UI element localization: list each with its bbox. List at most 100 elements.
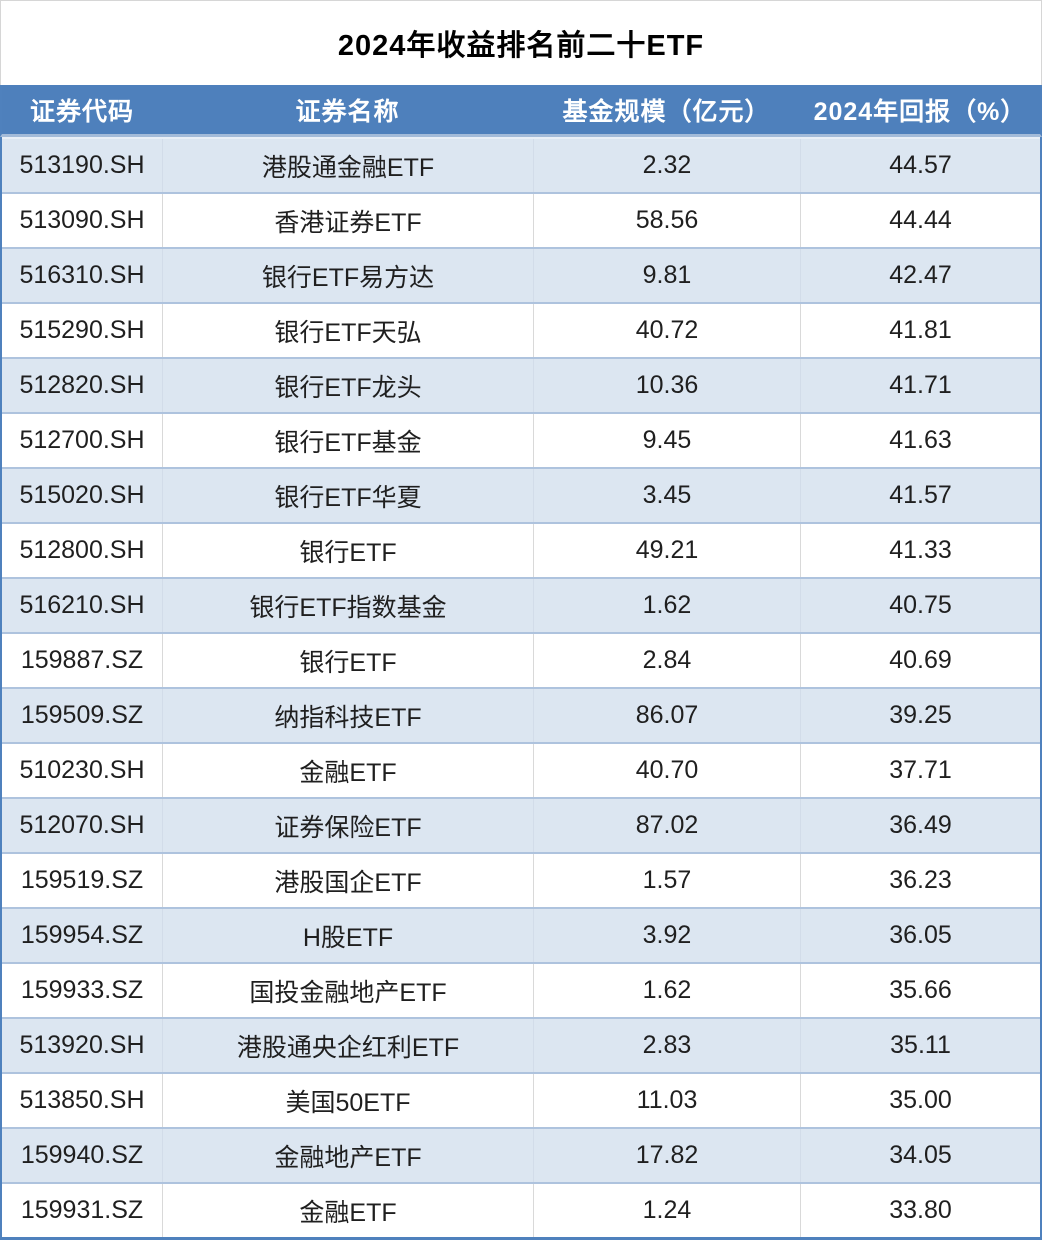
table-row: 512800.SH 银行ETF 49.21 41.33	[2, 522, 1040, 577]
cell-security-name: 银行ETF易方达	[162, 249, 533, 302]
cell-security-name: 银行ETF	[162, 634, 533, 687]
table-row: 513090.SH 香港证券ETF 58.56 44.44	[2, 192, 1040, 247]
cell-fund-size: 10.36	[533, 359, 800, 412]
cell-fund-size: 1.62	[533, 964, 800, 1017]
cell-2024-return: 44.57	[800, 139, 1040, 192]
cell-security-name: 港股通央企红利ETF	[162, 1019, 533, 1072]
cell-fund-size: 3.45	[533, 469, 800, 522]
cell-fund-size: 17.82	[533, 1129, 800, 1182]
cell-security-name: 金融ETF	[162, 744, 533, 797]
table-row: 159931.SZ 金融ETF 1.24 33.80	[2, 1182, 1040, 1237]
cell-security-name: 证券保险ETF	[162, 799, 533, 852]
cell-security-name: 港股通金融ETF	[162, 139, 533, 192]
cell-2024-return: 40.69	[800, 634, 1040, 687]
cell-security-code: 512070.SH	[19, 811, 145, 839]
cell-security-name: 金融ETF	[162, 1184, 533, 1237]
table-header-row: 证券代码 证券名称 基金规模（亿元） 2024年回报（%）	[0, 85, 1042, 137]
table-row: 515290.SH 银行ETF天弘 40.72 41.81	[2, 302, 1040, 357]
column-header-fund-size: 基金规模（亿元）	[562, 97, 771, 126]
cell-2024-return: 40.75	[800, 579, 1040, 632]
cell-fund-size: 9.81	[533, 249, 800, 302]
cell-fund-size: 49.21	[533, 524, 800, 577]
cell-security-code: 159887.SZ	[20, 646, 144, 674]
cell-2024-return: 36.23	[800, 854, 1040, 907]
column-header-security-code: 证券代码	[29, 97, 134, 126]
cell-fund-size: 1.62	[533, 579, 800, 632]
cell-security-code: 516310.SH	[19, 261, 145, 289]
cell-security-name: 银行ETF	[162, 524, 533, 577]
cell-security-code: 159933.SZ	[20, 976, 144, 1004]
cell-2024-return: 36.05	[800, 909, 1040, 962]
cell-2024-return: 35.11	[800, 1019, 1040, 1072]
cell-security-name: 银行ETF龙头	[162, 359, 533, 412]
cell-fund-size: 1.24	[533, 1184, 800, 1237]
cell-2024-return: 42.47	[800, 249, 1040, 302]
cell-security-code: 513090.SH	[19, 206, 145, 234]
table-row: 512820.SH 银行ETF龙头 10.36 41.71	[2, 357, 1040, 412]
cell-security-name: 国投金融地产ETF	[162, 964, 533, 1017]
cell-fund-size: 58.56	[533, 194, 800, 247]
table-row: 159509.SZ 纳指科技ETF 86.07 39.25	[2, 687, 1040, 742]
cell-security-code: 515290.SH	[19, 316, 145, 344]
cell-2024-return: 41.57	[800, 469, 1040, 522]
table-title-bar: 2024年收益排名前二十ETF	[0, 0, 1042, 85]
cell-fund-size: 9.45	[533, 414, 800, 467]
table-row: 513920.SH 港股通央企红利ETF 2.83 35.11	[2, 1017, 1040, 1072]
table-row: 512700.SH 银行ETF基金 9.45 41.63	[2, 412, 1040, 467]
cell-security-code: 516210.SH	[19, 591, 145, 619]
table-row: 515020.SH 银行ETF华夏 3.45 41.57	[2, 467, 1040, 522]
cell-security-code: 159940.SZ	[20, 1141, 144, 1169]
table-body: 513190.SH 港股通金融ETF 2.32 44.57 513090.SH 香港证券E…	[0, 137, 1042, 1240]
cell-fund-size: 2.83	[533, 1019, 800, 1072]
cell-security-name: 纳指科技ETF	[162, 689, 533, 742]
cell-security-code: 513850.SH	[19, 1086, 145, 1114]
table-row: 159933.SZ 国投金融地产ETF 1.62 35.66	[2, 962, 1040, 1017]
cell-security-name: 港股国企ETF	[162, 854, 533, 907]
cell-2024-return: 37.71	[800, 744, 1040, 797]
cell-security-code: 513920.SH	[19, 1031, 145, 1059]
cell-security-name: 银行ETF基金	[162, 414, 533, 467]
cell-security-code: 512800.SH	[19, 536, 145, 564]
cell-2024-return: 33.80	[800, 1184, 1040, 1237]
table-row: 513190.SH 港股通金融ETF 2.32 44.57	[2, 137, 1040, 192]
cell-security-name: 香港证券ETF	[162, 194, 533, 247]
cell-security-code: 515020.SH	[19, 481, 145, 509]
table-row: 516210.SH 银行ETF指数基金 1.62 40.75	[2, 577, 1040, 632]
table-row: 159954.SZ H股ETF 3.92 36.05	[2, 907, 1040, 962]
cell-security-code: 159954.SZ	[20, 921, 144, 949]
cell-security-code: 159519.SZ	[20, 866, 144, 894]
cell-security-code: 513190.SH	[19, 151, 145, 179]
cell-2024-return: 39.25	[800, 689, 1040, 742]
cell-fund-size: 3.92	[533, 909, 800, 962]
cell-security-code: 159931.SZ	[20, 1196, 144, 1224]
cell-2024-return: 41.63	[800, 414, 1040, 467]
column-header-security-name: 证券名称	[295, 97, 400, 126]
cell-fund-size: 2.32	[533, 139, 800, 192]
cell-fund-size: 40.70	[533, 744, 800, 797]
table-row: 159887.SZ 银行ETF 2.84 40.69	[2, 632, 1040, 687]
column-header-2024-return: 2024年回报（%）	[813, 97, 1027, 126]
cell-security-name: H股ETF	[162, 909, 533, 962]
table-row: 159940.SZ 金融地产ETF 17.82 34.05	[2, 1127, 1040, 1182]
cell-2024-return: 44.44	[800, 194, 1040, 247]
cell-fund-size: 40.72	[533, 304, 800, 357]
cell-security-code: 512700.SH	[19, 426, 145, 454]
cell-2024-return: 35.66	[800, 964, 1040, 1017]
cell-security-code: 159509.SZ	[20, 701, 144, 729]
table-row: 513850.SH 美国50ETF 11.03 35.00	[2, 1072, 1040, 1127]
table-row: 510230.SH 金融ETF 40.70 37.71	[2, 742, 1040, 797]
cell-fund-size: 2.84	[533, 634, 800, 687]
cell-fund-size: 86.07	[533, 689, 800, 742]
cell-security-name: 金融地产ETF	[162, 1129, 533, 1182]
cell-fund-size: 87.02	[533, 799, 800, 852]
cell-2024-return: 41.81	[800, 304, 1040, 357]
cell-2024-return: 41.33	[800, 524, 1040, 577]
cell-security-code: 510230.SH	[19, 756, 145, 784]
cell-security-name: 美国50ETF	[162, 1074, 533, 1127]
cell-2024-return: 34.05	[800, 1129, 1040, 1182]
table-row: 512070.SH 证券保险ETF 87.02 36.49	[2, 797, 1040, 852]
cell-fund-size: 1.57	[533, 854, 800, 907]
cell-security-name: 银行ETF天弘	[162, 304, 533, 357]
cell-security-name: 银行ETF华夏	[162, 469, 533, 522]
